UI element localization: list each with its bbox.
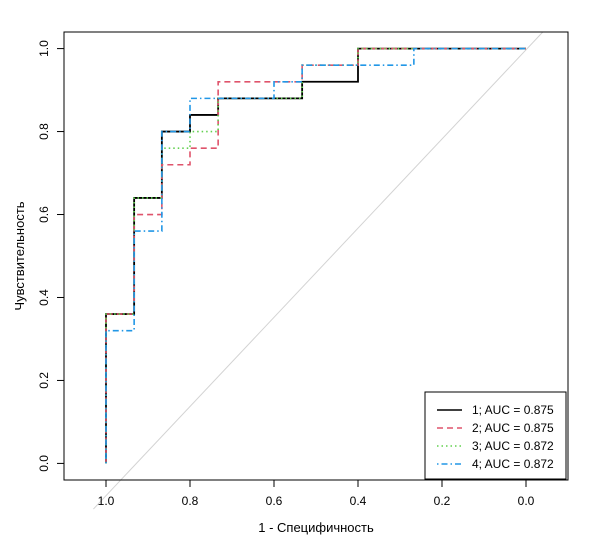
series-line-4 bbox=[105, 47, 526, 464]
legend-box bbox=[424, 391, 567, 480]
y-tick-label: 0.4 bbox=[37, 289, 51, 306]
y-tick-label: 0.2 bbox=[37, 372, 51, 389]
x-tick-label: 0.4 bbox=[350, 494, 367, 508]
y-tick-label: 0.0 bbox=[37, 455, 51, 472]
legend-label-3: 3; AUC = 0.872 bbox=[472, 439, 554, 453]
x-axis: 1.0 0.8 0.6 0.4 0.2 0.0 bbox=[98, 479, 535, 508]
x-tick-label: 0.6 bbox=[266, 494, 283, 508]
y-tick-label: 0.8 bbox=[37, 123, 51, 140]
legend-label-4: 4; AUC = 0.872 bbox=[472, 457, 554, 471]
legend: 1; AUC = 0.875 2; AUC = 0.875 3; AUC = 0.8… bbox=[424, 391, 567, 480]
x-tick-label: 1.0 bbox=[98, 494, 115, 508]
reference-line-layer bbox=[93, 31, 544, 510]
x-tick-label: 0.2 bbox=[434, 494, 451, 508]
x-tick-label: 0.8 bbox=[182, 494, 199, 508]
legend-label-1: 1; AUC = 0.875 bbox=[472, 403, 554, 417]
legend-label-2: 2; AUC = 0.875 bbox=[472, 421, 554, 435]
x-axis-title: 1 - Специфичность bbox=[258, 520, 374, 535]
y-axis-title: Чувствительность bbox=[12, 201, 27, 310]
reference-diagonal-line bbox=[93, 31, 544, 510]
y-tick-label: 0.6 bbox=[37, 206, 51, 223]
series-layer bbox=[105, 47, 526, 464]
x-tick-label: 0.0 bbox=[518, 494, 535, 508]
y-axis: 0.0 0.2 0.4 0.6 0.8 1.0 bbox=[37, 40, 65, 472]
y-tick-label: 1.0 bbox=[37, 40, 51, 57]
